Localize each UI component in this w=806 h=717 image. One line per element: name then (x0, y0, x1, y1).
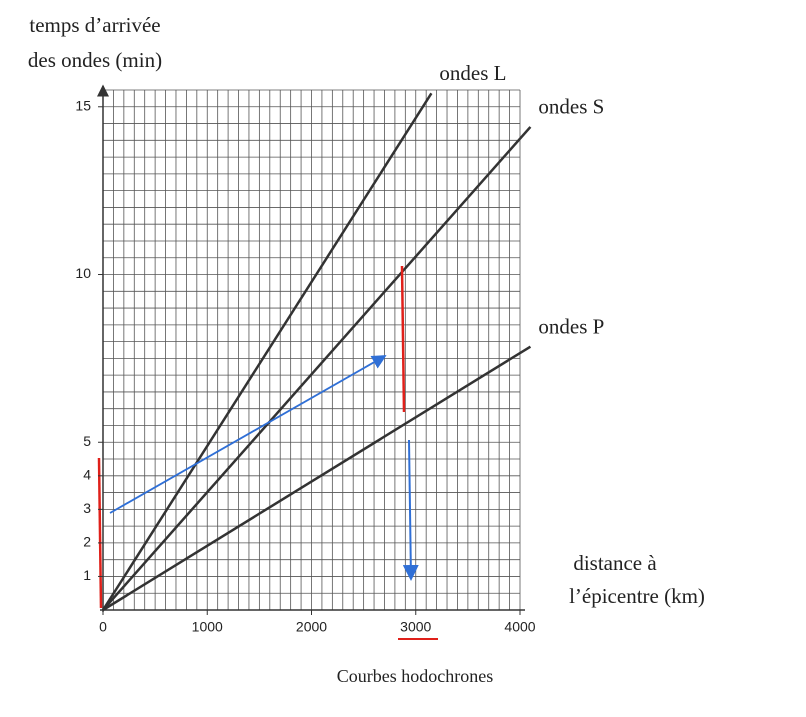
annotation-red-line (97, 457, 103, 609)
annotation-red-line (400, 265, 406, 413)
y-axis-label: des ondes (min) (28, 48, 162, 72)
annotation-blue-arrow (109, 355, 387, 514)
y-tick-label: 1 (83, 567, 91, 583)
series-label: ondes S (538, 95, 604, 119)
series-line (101, 92, 433, 611)
series-label: ondes P (538, 314, 604, 338)
y-tick-label: 15 (75, 97, 91, 113)
series-group (101, 92, 532, 612)
x-tick-label: 4000 (504, 619, 535, 635)
x-tick-label: 3000 (400, 619, 431, 635)
grid (102, 89, 521, 610)
y-tick-label: 5 (83, 433, 91, 449)
y-tick-label: 3 (83, 500, 91, 516)
x-tick-label: 1000 (192, 619, 223, 635)
y-axis-label: temps d’arrivée (29, 13, 160, 37)
y-tick-label: 10 (75, 265, 91, 281)
y-tick-label: 4 (83, 467, 91, 483)
x-axis-label: distance à (573, 551, 657, 575)
series-label: ondes L (439, 61, 506, 85)
x-tick-label: 2000 (296, 619, 327, 635)
y-tick-label: 2 (83, 534, 91, 550)
caption: Courbes hodochrones (337, 666, 493, 686)
x-tick-label: 0 (99, 619, 107, 635)
series-line (102, 126, 532, 611)
series-line (102, 345, 532, 612)
x-axis-label: l’épicentre (km) (569, 584, 705, 608)
annotation-blue-arrow (402, 439, 419, 581)
